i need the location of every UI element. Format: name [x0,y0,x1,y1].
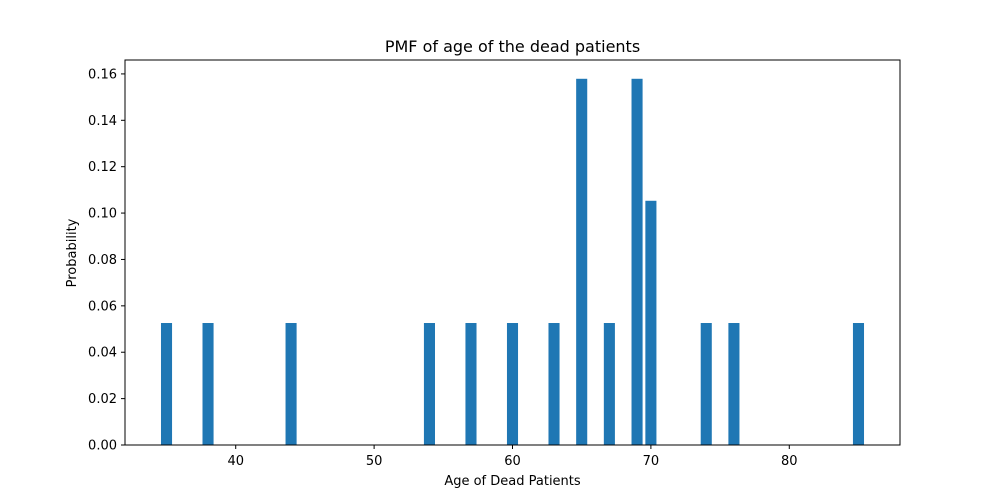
y-tick-label: 0.08 [88,253,117,268]
bar-age-54 [423,323,435,445]
y-tick-label: 0.06 [88,299,117,314]
bar-age-63 [548,323,560,445]
y-tick-label: 0.12 [88,160,117,175]
x-tick-label: 70 [643,454,660,469]
bar-age-44 [285,323,297,445]
bar-age-70 [645,200,657,445]
bar-age-65 [576,78,588,446]
x-tick-label: 50 [366,454,383,469]
chart-title: PMF of age of the dead patients [385,37,640,56]
x-tick-label: 80 [781,454,798,469]
bar-age-38 [202,323,214,445]
y-tick-label: 0.02 [88,392,117,407]
x-axis-ticks: 40 50 60 70 80 [227,445,798,469]
bar-age-57 [465,323,477,445]
x-tick-label: 40 [227,454,244,469]
bar-age-67 [603,323,615,445]
y-tick-label: 0.14 [88,114,117,129]
y-axis-label: Probability [65,218,80,287]
bar-age-35 [160,323,173,445]
bar-age-74 [700,323,712,445]
y-tick-label: 0.16 [88,67,117,82]
bar-age-85 [852,323,865,445]
bars-group [160,78,865,446]
y-tick-label: 0.10 [88,207,117,222]
bar-age-76 [728,323,740,445]
bar-age-60 [506,323,519,445]
plot-frame [124,59,901,446]
y-tick-label: 0.00 [88,439,117,454]
x-axis-label: Age of Dead Patients [444,474,581,489]
x-tick-label: 60 [504,454,521,469]
y-tick-label: 0.04 [88,346,117,361]
y-axis-ticks: 0.00 0.02 0.04 0.06 0.08 0.10 0.12 0.14 0.16 [88,67,125,454]
bar-age-69 [631,78,643,446]
